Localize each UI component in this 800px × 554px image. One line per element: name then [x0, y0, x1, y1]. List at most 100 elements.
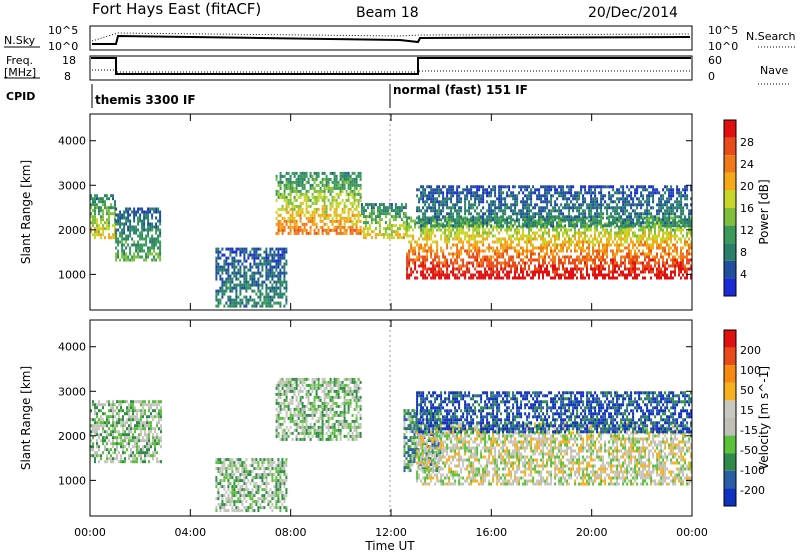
echo-cell: [94, 194, 96, 198]
echo-cell: [672, 249, 674, 253]
echo-cell: [92, 400, 94, 404]
echo-cell: [452, 252, 455, 256]
echo-cell: [680, 215, 683, 219]
echo-cell: [335, 207, 338, 211]
echo-cell: [484, 255, 487, 259]
echo-cell: [476, 194, 479, 198]
echo-cell: [470, 261, 473, 265]
echo-cell: [436, 209, 439, 213]
echo-cell: [580, 216, 582, 220]
echo-cell: [574, 243, 576, 247]
echo-cell: [518, 185, 521, 189]
echo-cell: [590, 258, 592, 262]
echo-cell: [542, 185, 545, 189]
echo-cell: [512, 197, 515, 201]
echo-cell: [504, 185, 507, 189]
echo-cell: [450, 200, 453, 204]
echo-cell: [690, 188, 693, 192]
echo-cell: [259, 289, 262, 293]
echo-cell: [235, 259, 238, 263]
echo-cell: [678, 267, 680, 271]
echo-cell: [309, 183, 312, 187]
echo-cell: [586, 273, 588, 277]
echo-cell: [478, 270, 481, 274]
echo-cell: [237, 262, 240, 266]
echo-cell: [642, 194, 645, 198]
echo-cell: [460, 249, 463, 253]
echo-cell: [554, 264, 556, 268]
echo-cell: [490, 209, 493, 213]
echo-cell: [331, 189, 334, 193]
echo-cell: [420, 264, 423, 268]
echo-cell: [323, 201, 326, 205]
echo-cell: [494, 206, 497, 210]
echo-cell: [600, 221, 603, 225]
echo-cell: [682, 273, 684, 277]
echo-cell: [100, 200, 102, 204]
echo-cell: [608, 270, 610, 274]
echo-cell: [444, 203, 447, 207]
echo-cell: [688, 221, 691, 225]
echo-cell: [90, 203, 92, 207]
echo-cell: [508, 261, 511, 265]
echo-cell: [355, 183, 358, 187]
echo-cell: [588, 185, 591, 189]
echo-cell: [674, 255, 676, 259]
echo-cell: [636, 206, 639, 210]
echo-cell: [690, 234, 692, 238]
echo-cell: [566, 270, 568, 274]
echo-cell: [233, 304, 236, 308]
echo-cell: [510, 203, 513, 207]
echo-cell: [498, 200, 501, 204]
echo-cell: [241, 250, 244, 254]
echo-cell: [275, 283, 278, 287]
echo-cell: [674, 221, 677, 225]
echo-cell: [227, 271, 230, 275]
echo-cell: [267, 274, 270, 278]
echo-cell: [357, 219, 360, 223]
echo-cell: [145, 213, 148, 217]
echo-cell: [654, 231, 656, 235]
echo-cell: [390, 236, 393, 240]
echo-cell: [408, 273, 411, 277]
echo-cell: [239, 289, 242, 293]
echo-cell: [570, 249, 572, 253]
echo-cell: [624, 209, 627, 213]
echo-cell: [137, 222, 140, 226]
echo-cell: [630, 249, 632, 253]
echo-cell: [231, 256, 234, 260]
echo-cell: [384, 227, 387, 231]
echo-cell: [229, 253, 232, 257]
echo-cell: [112, 206, 114, 210]
echo-cell: [682, 194, 685, 198]
echo-cell: [438, 270, 441, 274]
echo-cell: [438, 276, 441, 280]
echo-cell: [273, 274, 276, 278]
echo-cell: [275, 174, 278, 178]
echo-cell: [452, 203, 455, 207]
echo-cell: [616, 209, 619, 213]
echo-cell: [96, 454, 98, 458]
echo-cell: [634, 209, 637, 213]
echo-cell: [586, 203, 589, 207]
echo-cell: [285, 289, 288, 293]
echo-cell: [98, 418, 100, 422]
echo-cell: [610, 249, 612, 253]
echo-cell: [464, 237, 467, 241]
echo-cell: [638, 228, 640, 232]
echo-cell: [420, 185, 423, 189]
echo-cell: [265, 277, 268, 281]
echo-cell: [474, 218, 477, 222]
echo-cell: [650, 206, 653, 210]
echo-cell: [510, 264, 513, 268]
freq-tick-bottom: 8: [64, 70, 71, 83]
echo-cell: [610, 234, 612, 238]
echo-cell: [674, 206, 677, 210]
echo-cell: [496, 276, 499, 280]
echo-cell: [508, 221, 511, 225]
echo-cell: [532, 185, 535, 189]
echo-cell: [476, 258, 479, 262]
echo-cell: [434, 234, 437, 238]
echo-cell: [143, 228, 146, 232]
